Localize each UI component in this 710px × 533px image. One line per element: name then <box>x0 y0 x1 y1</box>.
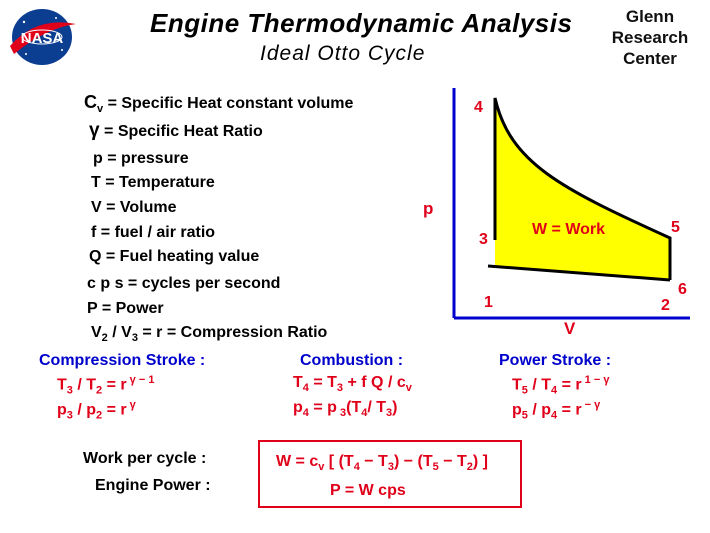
def-ratio: V2 / V3 = r = Compression Ratio <box>91 324 328 345</box>
power-eq-pressure: p5 / p4 = r − γ <box>512 399 601 422</box>
page-title: Engine Thermodynamic Analysis <box>150 8 573 38</box>
work-equation: W = cv [ (T4 − T3) − (T5 − T2) ] <box>276 453 488 474</box>
def-heating: Q = Fuel heating value <box>89 248 260 265</box>
point-label-4: 4 <box>474 99 483 116</box>
def-temperature: T = Temperature <box>91 174 215 191</box>
power-heading: Power Stroke : <box>499 352 612 369</box>
center-name: Glenn Research Center <box>610 6 690 69</box>
compression-eq-pressure: p3 / p2 = r γ <box>57 399 136 422</box>
def-fuel-air: f = fuel / air ratio <box>91 224 216 241</box>
work-per-cycle-label: Work per cycle : <box>83 450 207 467</box>
pv-diagram <box>452 88 690 320</box>
point-label-2: 2 <box>661 297 670 314</box>
x-axis-label: V <box>564 319 576 338</box>
results-box <box>258 440 522 508</box>
def-pressure: p = pressure <box>93 150 189 167</box>
engine-power-label: Engine Power : <box>95 477 211 494</box>
power-eq-temp: T5 / T4 = r 1 − γ <box>512 374 610 397</box>
y-axis-label: p <box>423 199 434 218</box>
point-label-3: 3 <box>479 231 488 248</box>
center-name-line: Center <box>623 49 677 68</box>
compression-line <box>487 264 671 282</box>
page-subtitle: Ideal Otto Cycle <box>260 42 426 65</box>
point-label-1: 1 <box>484 294 493 311</box>
work-label: W = Work <box>532 221 606 238</box>
point-label-5: 5 <box>671 219 680 236</box>
center-name-line: Glenn <box>625 7 675 26</box>
def-volume: V = Volume <box>91 199 177 216</box>
combustion-eq-temp: T4 = T3 + f Q / cv <box>293 374 412 395</box>
def-gamma: γ = Specific Heat Ratio <box>89 120 263 141</box>
nasa-logo: NASA <box>10 9 76 65</box>
def-cps: c p s = cycles per second <box>87 275 281 292</box>
combustion-eq-pressure: p4 = p 3(T4/ T3) <box>293 399 398 420</box>
point-label-6: 6 <box>678 281 687 298</box>
power-equation: P = W cps <box>330 482 406 499</box>
cycle-area <box>495 98 670 280</box>
combustion-heading: Combustion : <box>300 352 404 369</box>
cycle-outline <box>493 97 672 280</box>
compression-eq-temp: T3 / T2 = r γ − 1 <box>57 374 155 397</box>
compression-heading: Compression Stroke : <box>39 352 206 369</box>
center-name-line: Research <box>611 28 689 47</box>
def-cv: Cv = Specific Heat constant volume <box>84 92 354 116</box>
def-power: P = Power <box>87 300 164 317</box>
